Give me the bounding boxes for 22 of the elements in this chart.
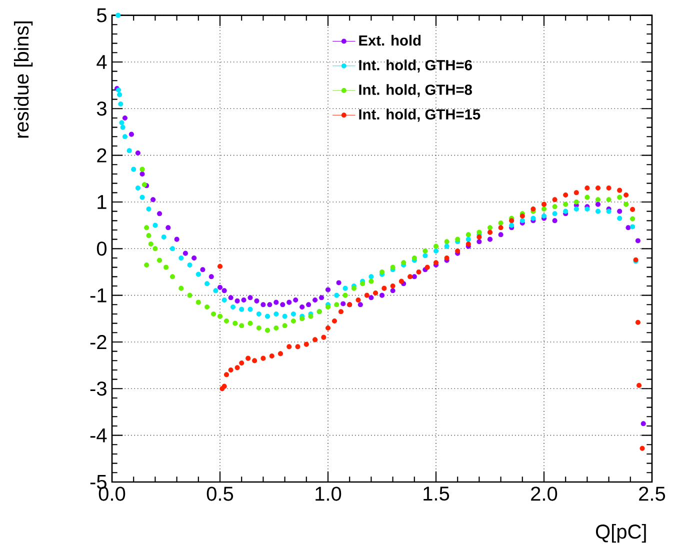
legend-label: Int. hold, GTH=6 [359, 60, 472, 72]
x-tick-label: 2.5 [639, 486, 666, 501]
x-axis-title: Q[pC] [596, 524, 646, 543]
legend-label: Int. hold, GTH=8 [359, 84, 472, 98]
y-tick-label: -1 [90, 288, 106, 302]
legend-label: Int. hold, GTH=15 [359, 108, 480, 122]
y-tick-label: 3 [96, 102, 106, 116]
y-tick-label: -4 [90, 428, 107, 442]
x-tick-label: 1.5 [424, 486, 450, 501]
y-tick-label: -2 [90, 335, 106, 349]
x-tick-label: 1.0 [316, 486, 342, 501]
y-tick-label: 4 [96, 55, 107, 69]
y-tick-label: 1 [98, 195, 106, 209]
y-tick-label: 2 [97, 148, 106, 162]
y-tick-label: 0 [96, 242, 106, 256]
y-tick-label: -3 [90, 382, 106, 396]
x-tick-label: 0.0 [98, 486, 126, 501]
x-tick-label: 2.0 [531, 486, 558, 501]
y-tick-label: 5 [96, 8, 106, 22]
y-axis-title: residue [bins] [14, 22, 33, 138]
x-tick-label: 0.5 [206, 486, 234, 501]
legend-label: Ext. hold [359, 34, 421, 46]
